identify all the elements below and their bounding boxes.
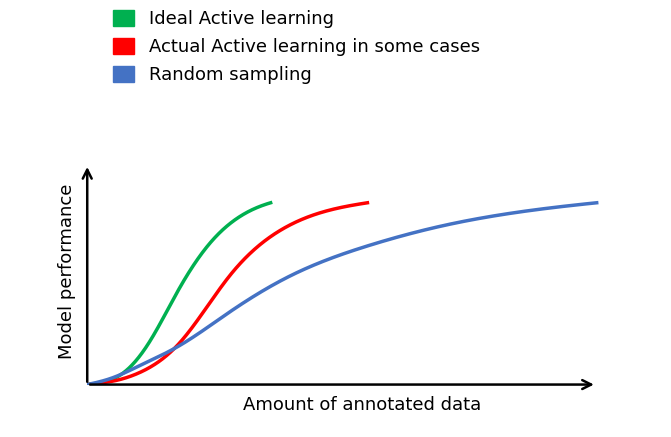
Legend: Ideal Active learning, Actual Active learning in some cases, Random sampling: Ideal Active learning, Actual Active lea…	[107, 4, 485, 90]
Y-axis label: Model performance: Model performance	[58, 183, 76, 359]
X-axis label: Amount of annotated data: Amount of annotated data	[243, 395, 482, 414]
